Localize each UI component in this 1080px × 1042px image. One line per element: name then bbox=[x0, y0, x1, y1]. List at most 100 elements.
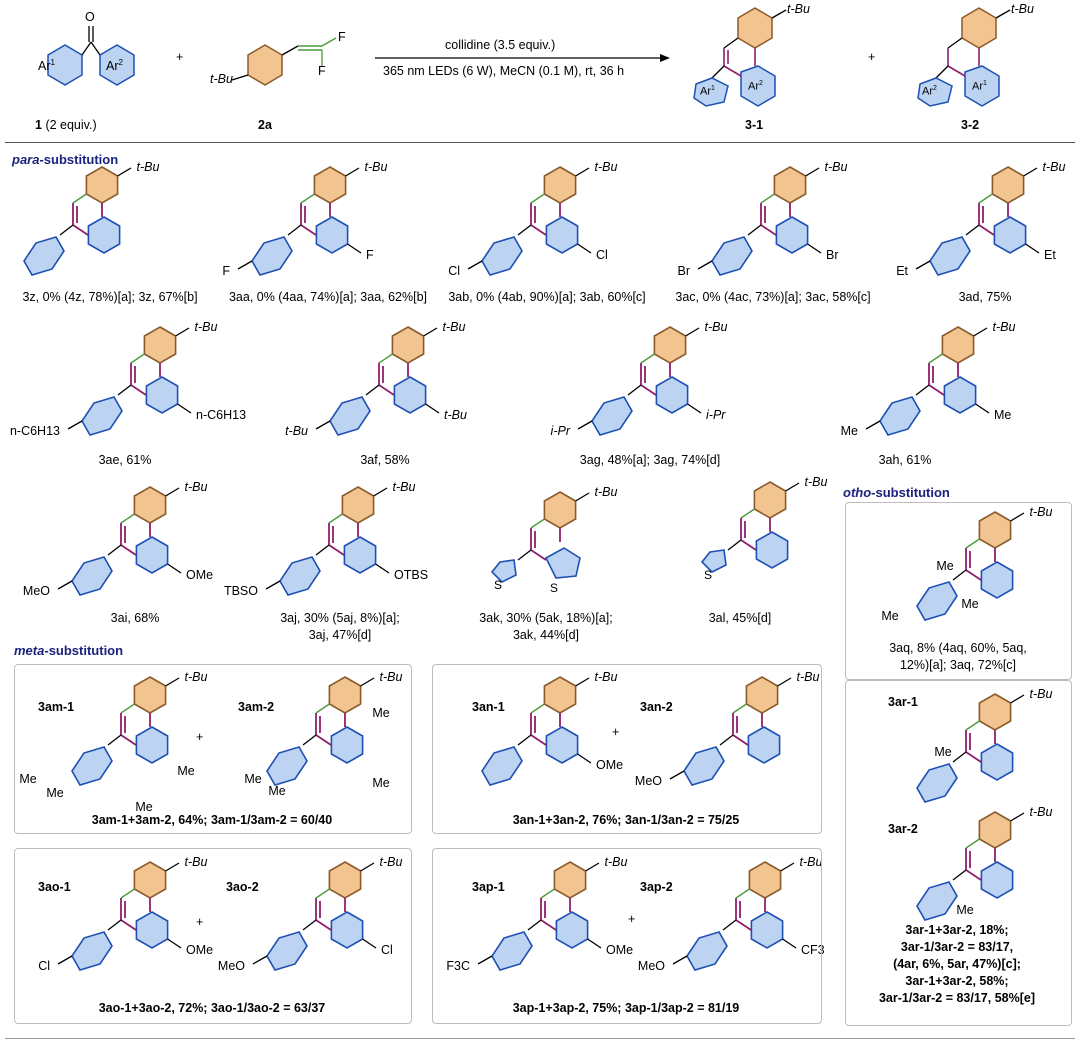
svg-text:CF3: CF3 bbox=[801, 943, 825, 957]
svg-text:Me: Me bbox=[956, 903, 973, 917]
fluorine-label: F bbox=[338, 30, 346, 44]
svg-text:Br: Br bbox=[678, 264, 691, 278]
structure-3ar-2: t-Bu Me bbox=[916, 805, 1053, 921]
structure-3am-2: t-Bu Me Me Me Me bbox=[244, 670, 402, 798]
svg-text:t-Bu: t-Bu bbox=[185, 480, 208, 494]
plus-sign: + bbox=[196, 730, 204, 744]
structure-3ac: t-Bu Br Br bbox=[678, 160, 848, 278]
structure-3an-2: t-Bu MeO bbox=[635, 670, 820, 788]
box-3ao bbox=[14, 848, 412, 1024]
caption-3ag: 3ag, 48%[a]; 3ag, 74%[d] bbox=[579, 453, 721, 467]
svg-text:MeO: MeO bbox=[23, 584, 50, 598]
svg-text:t-Bu: t-Bu bbox=[705, 320, 728, 334]
plus-sign: + bbox=[612, 725, 620, 739]
caption-3aq: 3aq, 8% (4aq, 60%, 5aq, 12%)[a]; 3aq, 72%… bbox=[889, 641, 1027, 672]
box-3aq bbox=[845, 502, 1072, 680]
svg-text:Me: Me bbox=[372, 706, 389, 720]
box-3ap bbox=[432, 848, 822, 1024]
svg-text:t-Bu: t-Bu bbox=[1030, 805, 1053, 819]
caption-3ao: 3ao-1+3ao-2, 72%; 3ao-1/3ao-2 = 63/37 bbox=[98, 1001, 326, 1015]
svg-text:OTBS: OTBS bbox=[394, 568, 428, 582]
caption-3aa: 3aa, 0% (4aa, 74%)[a]; 3aa, 62%[b] bbox=[228, 290, 428, 304]
svg-text:t-Bu: t-Bu bbox=[380, 670, 403, 684]
section-ortho-header: otho-substitution bbox=[843, 485, 950, 500]
svg-text:t-Bu: t-Bu bbox=[365, 160, 388, 174]
svg-text:n-C6H13: n-C6H13 bbox=[10, 424, 60, 438]
svg-text:t-Bu: t-Bu bbox=[993, 320, 1016, 334]
difluorostyrene-structure bbox=[231, 37, 337, 86]
svg-text:t-Bu: t-Bu bbox=[800, 855, 823, 869]
svg-text:t-Bu: t-Bu bbox=[805, 475, 828, 489]
caption-3ae: 3ae, 61% bbox=[98, 453, 152, 467]
svg-text:Cl: Cl bbox=[381, 943, 393, 957]
caption-3ap: 3ap-1+3ap-2, 75%; 3ap-1/3ap-2 = 81/19 bbox=[512, 1001, 740, 1015]
scheme-drawing bbox=[47, 7, 1011, 107]
svg-text:t-Bu: t-Bu bbox=[393, 480, 416, 494]
svg-text:t-Bu: t-Bu bbox=[380, 855, 403, 869]
svg-text:OMe: OMe bbox=[186, 568, 213, 582]
caption-3ah: 3ah, 61% bbox=[878, 453, 932, 467]
svg-text:t-Bu: t-Bu bbox=[595, 160, 618, 174]
structure-3aq: t-Bu Me Me Me bbox=[881, 505, 1052, 623]
label-3ap-1: 3ap-1 bbox=[472, 880, 505, 894]
structure-3an-1: t-Bu OMe bbox=[481, 670, 623, 786]
svg-text:Et: Et bbox=[896, 264, 908, 278]
caption-3ab: 3ab, 0% (4ab, 90%)[a]; 3ab, 60%[c] bbox=[448, 290, 646, 304]
ar2-label: Ar2 bbox=[106, 58, 123, 74]
structure-3ae: t-Bu n-C6H13 n-C6H13 bbox=[10, 320, 246, 438]
benzophenone-structure bbox=[47, 26, 135, 86]
svg-text:Me: Me bbox=[268, 784, 285, 798]
svg-text:t-Bu: t-Bu bbox=[443, 320, 466, 334]
svg-text:i-Pr: i-Pr bbox=[551, 424, 571, 438]
svg-text:S: S bbox=[494, 578, 502, 592]
divider-bottom bbox=[5, 1038, 1075, 1039]
svg-text:MeO: MeO bbox=[218, 959, 245, 973]
product-3-1-caption: 3-1 bbox=[745, 118, 764, 132]
svg-text:Me: Me bbox=[177, 764, 194, 778]
tbu-label: t-Bu bbox=[210, 72, 233, 86]
fluorine-label: F bbox=[318, 64, 326, 78]
svg-text:OMe: OMe bbox=[606, 943, 633, 957]
ar1-label: Ar1 bbox=[700, 85, 715, 98]
svg-text:Cl: Cl bbox=[38, 959, 50, 973]
caption-3ai: 3ai, 68% bbox=[110, 611, 160, 625]
svg-text:t-Bu: t-Bu bbox=[444, 408, 467, 422]
svg-text:F3C: F3C bbox=[446, 959, 470, 973]
svg-text:Me: Me bbox=[46, 786, 63, 800]
structure-3ad: t-Bu Et Et bbox=[896, 160, 1065, 278]
svg-text:Me: Me bbox=[19, 772, 36, 786]
structure-3aj: t-Bu TBSO OTBS bbox=[224, 480, 428, 598]
label-3ar-1: 3ar-1 bbox=[888, 695, 918, 709]
label-3am-2: 3am-2 bbox=[238, 700, 275, 714]
box-3ar bbox=[845, 680, 1072, 1026]
conditions-top: collidine (3.5 equiv.) bbox=[445, 38, 556, 52]
svg-text:t-Bu: t-Bu bbox=[185, 855, 208, 869]
svg-text:Br: Br bbox=[826, 248, 839, 262]
caption-3z: 3z, 0% (4z, 78%)[a]; 3z, 67%[b] bbox=[22, 290, 198, 304]
label-3ao-1: 3ao-1 bbox=[38, 880, 71, 894]
structure-3ak: t-Bu S S bbox=[490, 485, 618, 595]
structure-3ap-1: t-Bu F3C OMe bbox=[446, 855, 633, 973]
svg-text:Me: Me bbox=[244, 772, 261, 786]
svg-text:t-Bu: t-Bu bbox=[185, 670, 208, 684]
svg-text:t-Bu: t-Bu bbox=[285, 424, 308, 438]
reactant-2-caption: 2a bbox=[258, 118, 272, 132]
svg-text:Cl: Cl bbox=[596, 248, 608, 262]
svg-text:i-Pr: i-Pr bbox=[706, 408, 726, 422]
structure-3ao-1: t-Bu Cl OMe bbox=[38, 855, 213, 973]
svg-text:n-C6H13: n-C6H13 bbox=[196, 408, 246, 422]
tbu-label: t-Bu bbox=[787, 2, 810, 16]
structure-3af: t-Bu t-Bu t-Bu bbox=[285, 320, 467, 438]
ar2-label: Ar2 bbox=[922, 85, 937, 98]
ar1-label: Ar1 bbox=[38, 58, 55, 74]
structure-3ar-1: t-Bu Me bbox=[916, 687, 1053, 803]
svg-text:OMe: OMe bbox=[186, 943, 213, 957]
svg-text:OMe: OMe bbox=[596, 758, 623, 772]
svg-text:t-Bu: t-Bu bbox=[825, 160, 848, 174]
tbu-label: t-Bu bbox=[1011, 2, 1034, 16]
caption-3ak: 3ak, 30% (5ak, 18%)[a]; 3ak, 44%[d] bbox=[479, 611, 613, 642]
product-3-1-structure bbox=[693, 7, 787, 107]
svg-text:t-Bu: t-Bu bbox=[195, 320, 218, 334]
conditions-bottom: 365 nm LEDs (6 W), MeCN (0.1 M), rt, 36 … bbox=[383, 64, 625, 78]
